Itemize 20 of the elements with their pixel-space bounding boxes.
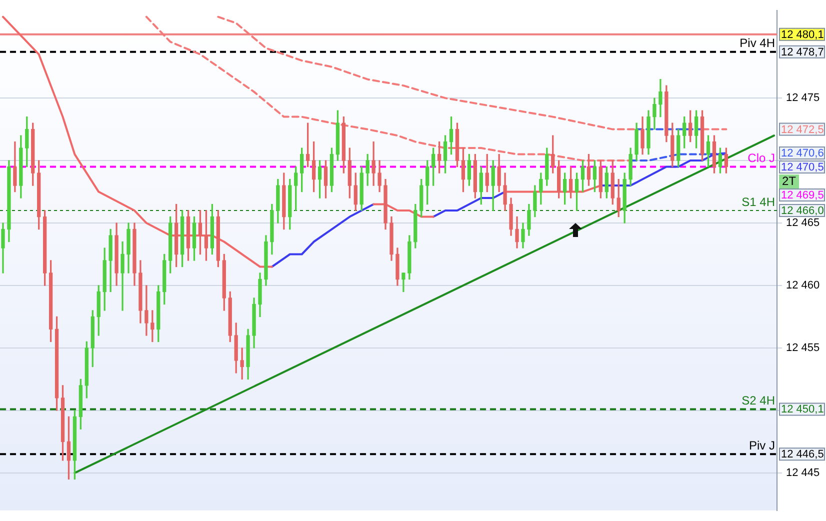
ref-line-label: S2 4H [742,394,775,408]
ref-line-label: Clo J [748,151,775,166]
text: 12 470,5 [781,162,824,174]
ref-line-label: Piv 4H [740,36,775,50]
text: 12 469,5 [781,190,824,202]
text: 12 470,6 [781,148,824,160]
y-tick-label: 12 455 [786,342,820,354]
ref-line-label: S1 4H [742,194,775,209]
text: 12 472,5 [781,124,824,136]
y-tick-label: 12 475 [786,92,820,104]
text: 2T [782,174,797,188]
y-tick-label: 12 460 [786,280,820,292]
text: 12 478,7 [781,46,824,58]
text: 12 450,1 [781,404,824,416]
text: 12 480,1 [781,28,824,41]
text: 12 446,5 [781,448,824,461]
y-tick-label: 12 445 [786,466,820,479]
y-tick-label: 12 465 [786,217,820,230]
text: 12 466,0 [781,205,824,218]
ref-line-label: Piv J [748,438,775,452]
